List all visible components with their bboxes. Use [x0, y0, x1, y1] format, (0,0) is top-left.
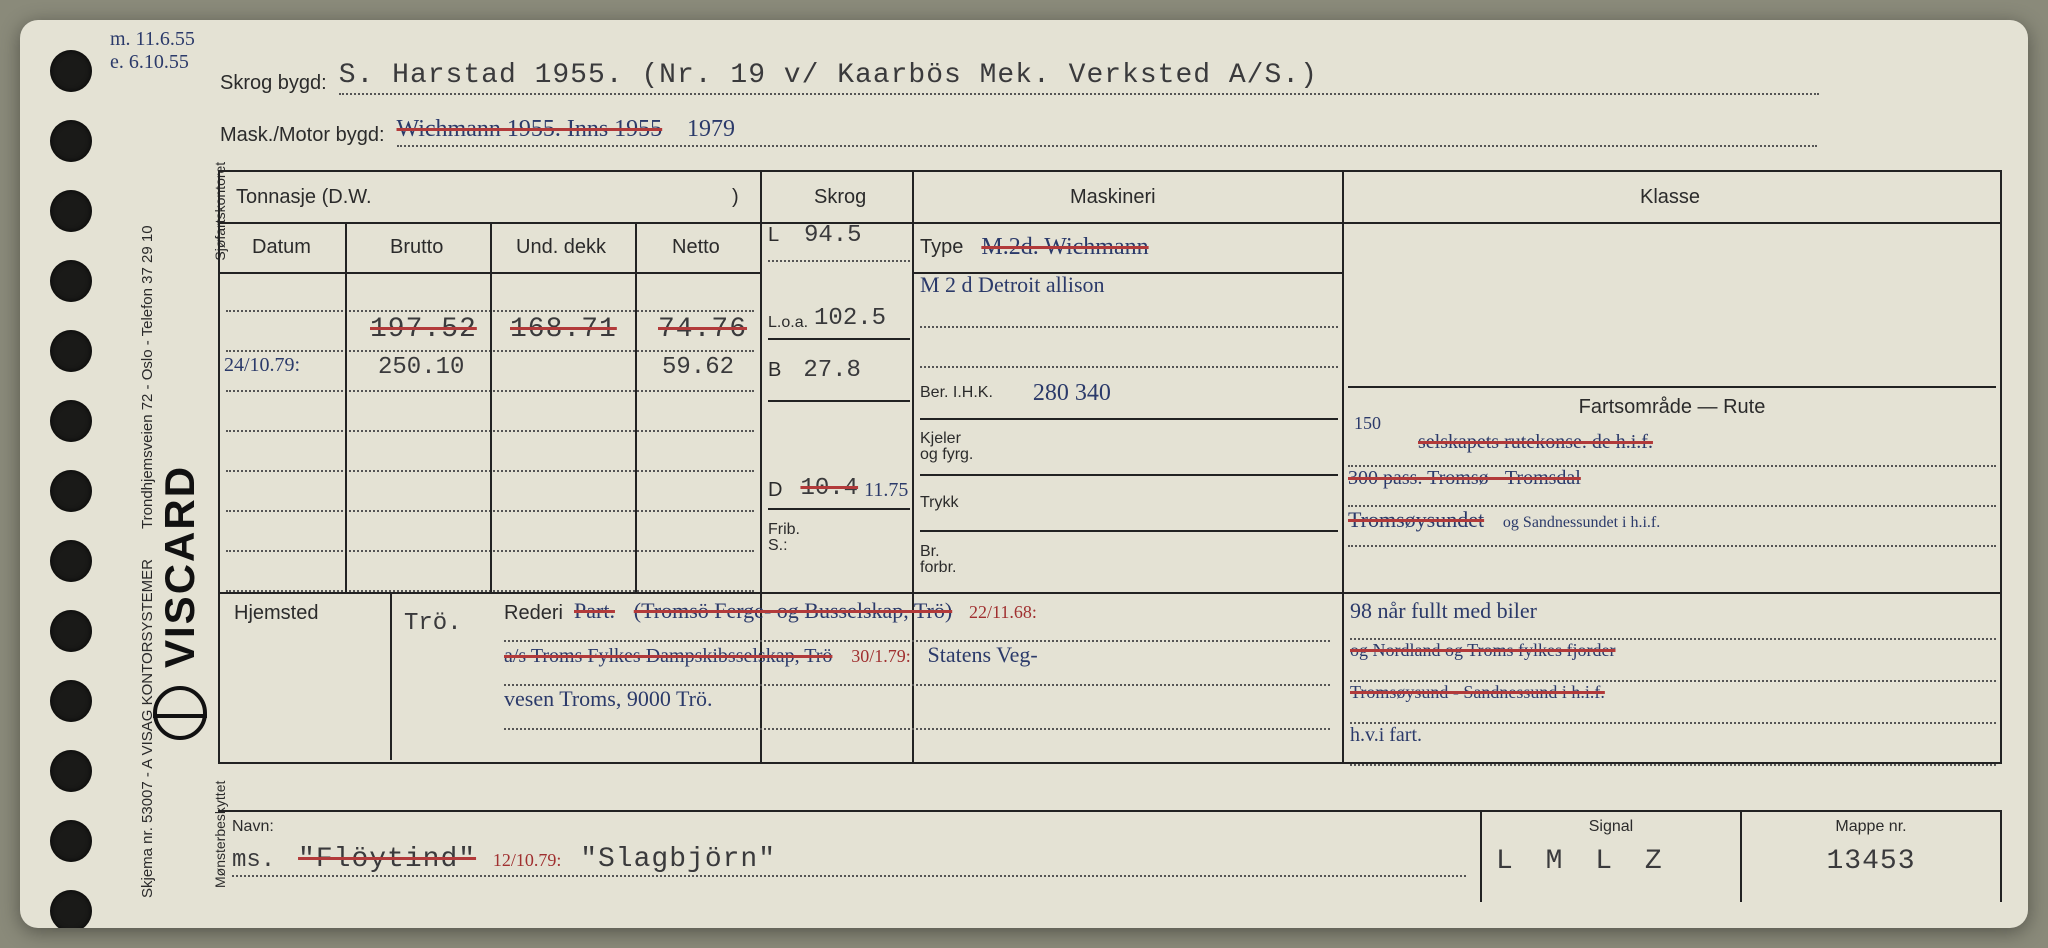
label-und-dekk: Und. dekk: [516, 236, 606, 259]
label-signal: Signal: [1496, 818, 1726, 836]
rederi-1b: (Tromsö Ferge- og Busselskap, Trö): [634, 598, 952, 623]
rederi-1a: Part.: [574, 598, 615, 623]
val-signal: L M L Z: [1496, 846, 1726, 877]
val-L: 94.5: [804, 222, 862, 249]
annot-m: m. 11.6.55: [110, 28, 195, 51]
label-maskineri: Maskineri: [1070, 186, 1156, 209]
label-Loa: L.o.a.: [768, 314, 808, 332]
val-hjemsted: Trö.: [404, 610, 462, 637]
label-B: B: [768, 359, 781, 382]
label-netto: Netto: [672, 236, 720, 259]
index-card: Skjema nr. 53007 - A VISAG KONTORSYSTEME…: [20, 20, 2028, 928]
bottom-bar: Navn: ms. "Flöytind" 12/10.79: "Slagbjör…: [218, 810, 2002, 902]
und-1: 168.71: [510, 314, 617, 345]
label-mappe: Mappe nr.: [1756, 818, 1986, 836]
label-navn: Navn:: [232, 818, 1466, 836]
val-mappe: 13453: [1756, 846, 1986, 877]
label-mask-bygd: Mask./Motor bygd:: [220, 124, 385, 147]
label-fart-rute: Fartsområde — Rute: [1348, 388, 1996, 427]
rederi-3: vesen Troms, 9000 Trö.: [504, 686, 712, 711]
label-trykk: Trykk: [920, 494, 959, 512]
fart-l7: h.v.i fart.: [1350, 724, 1422, 746]
label-type: Type: [920, 236, 963, 259]
value-mask-bygd-struck: Wichmann 1955. Inns 1955: [397, 116, 663, 142]
fart-l5: og Nordland og Troms fylkes fjorder: [1350, 640, 1615, 660]
value-mask-bygd-new: 1979: [687, 116, 735, 142]
val-type-struck: M.2d. Wichmann: [981, 234, 1148, 261]
value-skrog-bygd: S. Harstad 1955. (Nr. 19 v/ Kaarbös Mek.…: [339, 60, 1819, 95]
label-brforbr: Br. forbr.: [920, 544, 956, 576]
datum-2: 24/10.79:: [224, 354, 300, 377]
rederi-2-new: Statens Veg-: [928, 642, 1038, 667]
brand-viscard: VISCARD: [150, 20, 210, 740]
label-ber-ihk: Ber. I.H.K.: [920, 384, 993, 402]
val-D-new: 11.75: [864, 479, 908, 502]
rederi-2a: a/s Troms Fylkes Dampskibsselskap, Trö: [504, 645, 832, 667]
rederi-2-date: 30/1.79:: [851, 646, 911, 666]
rederi-1-date: 22/11.68:: [969, 602, 1037, 622]
label-L: L: [768, 224, 779, 246]
fart-l2: 300 pass. Tromsø - Tromsdal: [1348, 467, 1581, 489]
val-type-new: M 2 d Detroit allison: [920, 272, 1105, 297]
brutto-1: 197.52: [370, 314, 477, 345]
netto-2: 59.62: [662, 354, 734, 381]
label-datum: Datum: [252, 236, 311, 259]
annot-e: e. 6.10.55: [110, 51, 195, 74]
label-tonnasje: Tonnasje (D.W.: [236, 186, 372, 209]
fart-l1a: 150: [1354, 413, 1381, 434]
label-tonnasje-close: ): [732, 186, 739, 209]
navn-old: "Flöytind": [298, 844, 476, 875]
margin-annotations: m. 11.6.55 e. 6.10.55: [110, 28, 195, 74]
fart-l3-extra: og Sandnessundet i h.i.f.: [1503, 514, 1660, 531]
fart-l4: 98 når fullt med biler: [1350, 598, 1537, 623]
label-hjemsted: Hjemsted: [234, 602, 318, 625]
val-ber-ihk: 280 340: [1033, 380, 1111, 407]
netto-1: 74.76: [658, 314, 747, 345]
label-skrog: Skrog: [814, 186, 866, 209]
brand-text: VISCARD: [156, 465, 204, 668]
val-Loa: 102.5: [814, 305, 886, 332]
binder-holes: [50, 50, 100, 898]
val-D-old: 10.4: [800, 475, 858, 502]
label-brutto: Brutto: [390, 236, 443, 259]
fart-l6: Tromsøysund - Sandnessund i h.i.f.: [1350, 682, 1605, 702]
navn-new: "Slagbjörn": [580, 844, 776, 875]
val-B: 27.8: [803, 357, 861, 384]
navn-prefix: ms.: [232, 847, 275, 874]
brutto-2: 250.10: [378, 354, 464, 381]
label-D: D: [768, 479, 782, 502]
main-grid: Tonnasje (D.W. ) Skrog Maskineri Klasse …: [218, 170, 2002, 764]
navn-date: 12/10.79:: [493, 850, 562, 870]
fart-l1b: selskapets rutekonse. de h.i.f.: [1418, 431, 1653, 454]
label-kjeler: Kjeler og fyrg.: [920, 431, 973, 463]
brand-logo-icon: [153, 686, 207, 740]
label-skrog-bygd: Skrog bygd:: [220, 72, 327, 95]
label-frib: Frib. S.:: [768, 522, 800, 554]
fart-l3: Tromsøysundet: [1348, 507, 1484, 532]
label-klasse: Klasse: [1640, 186, 1700, 209]
